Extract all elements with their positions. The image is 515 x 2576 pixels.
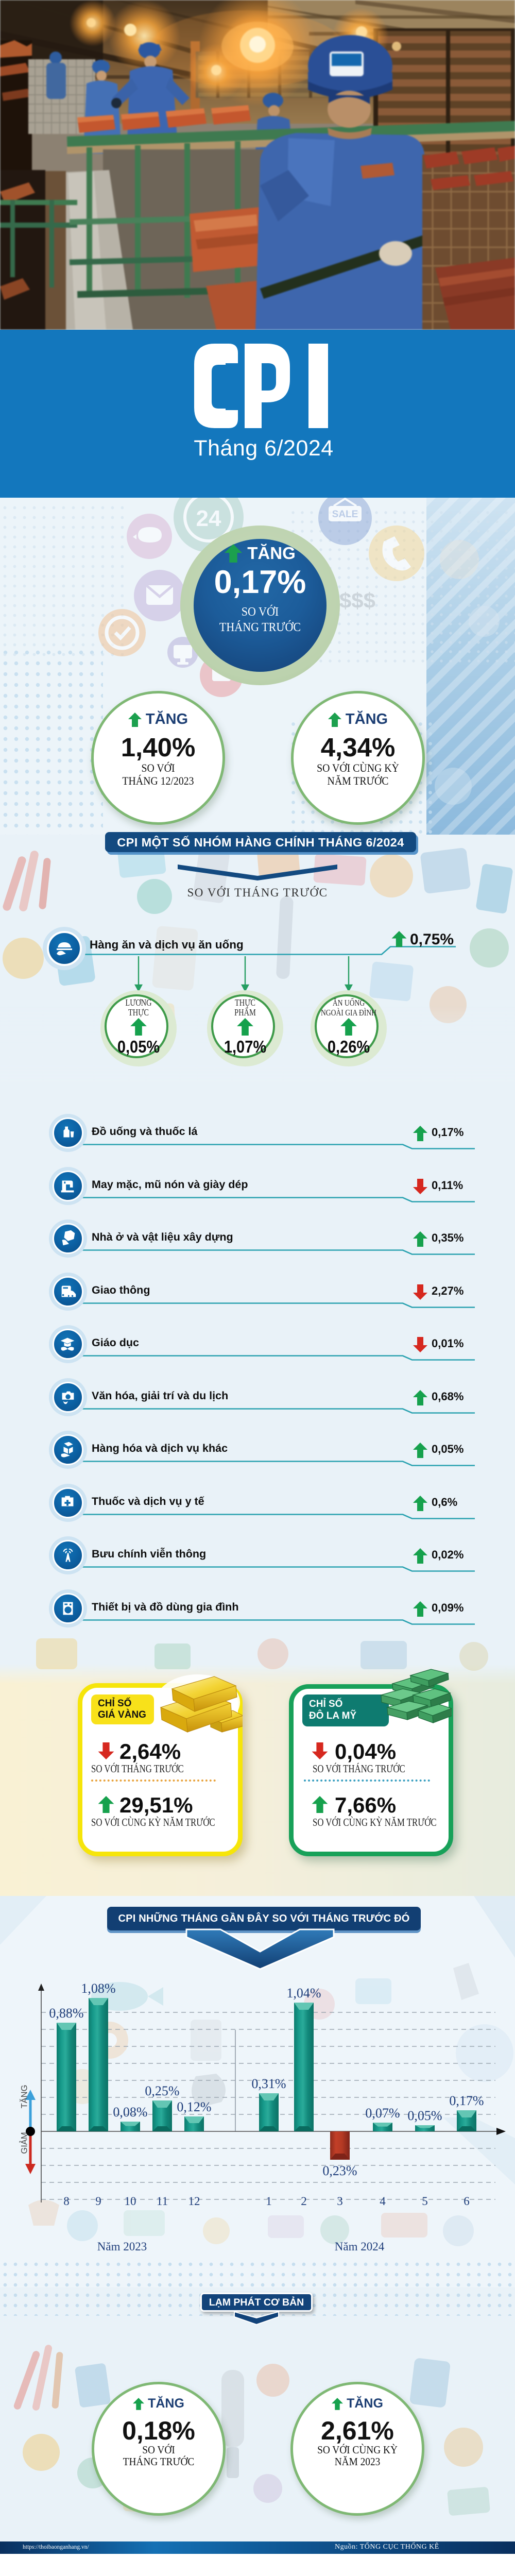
svg-text:0,08%: 0,08% bbox=[113, 2105, 147, 2120]
svg-text:0,25%: 0,25% bbox=[145, 2083, 179, 2098]
svg-text:9: 9 bbox=[95, 2195, 101, 2208]
svg-text:0,05%: 0,05% bbox=[407, 2108, 442, 2123]
svg-text:6: 6 bbox=[464, 2195, 470, 2208]
svg-text:Năm 2024: Năm 2024 bbox=[335, 2240, 385, 2253]
svg-text:SALE: SALE bbox=[332, 509, 358, 520]
svg-text:0,12%: 0,12% bbox=[177, 2099, 211, 2114]
svg-text:8: 8 bbox=[63, 2195, 70, 2208]
svg-text:Tháng 6/2024: Tháng 6/2024 bbox=[194, 436, 333, 461]
svg-text:0,88%: 0,88% bbox=[49, 2006, 83, 2021]
svg-text:10: 10 bbox=[125, 2195, 136, 2208]
svg-text:$$$: $$$ bbox=[339, 588, 375, 613]
svg-text:0,31%: 0,31% bbox=[251, 2076, 286, 2091]
svg-text:Năm 2023: Năm 2023 bbox=[97, 2240, 147, 2253]
svg-text:0,23%: 0,23% bbox=[322, 2163, 357, 2178]
svg-text:2: 2 bbox=[301, 2195, 307, 2208]
svg-text:3: 3 bbox=[337, 2195, 343, 2208]
svg-text:12: 12 bbox=[188, 2195, 200, 2208]
svg-text:0,07%: 0,07% bbox=[365, 2106, 400, 2121]
svg-text:1,08%: 1,08% bbox=[81, 1981, 115, 1996]
svg-text:5: 5 bbox=[422, 2195, 428, 2208]
svg-text:24: 24 bbox=[196, 506, 221, 531]
svg-text:4: 4 bbox=[380, 2195, 386, 2208]
svg-text:11: 11 bbox=[157, 2195, 168, 2208]
svg-text:1,04%: 1,04% bbox=[286, 1986, 321, 2001]
svg-text:1: 1 bbox=[266, 2195, 272, 2208]
svg-text:0,17%: 0,17% bbox=[449, 2093, 484, 2108]
